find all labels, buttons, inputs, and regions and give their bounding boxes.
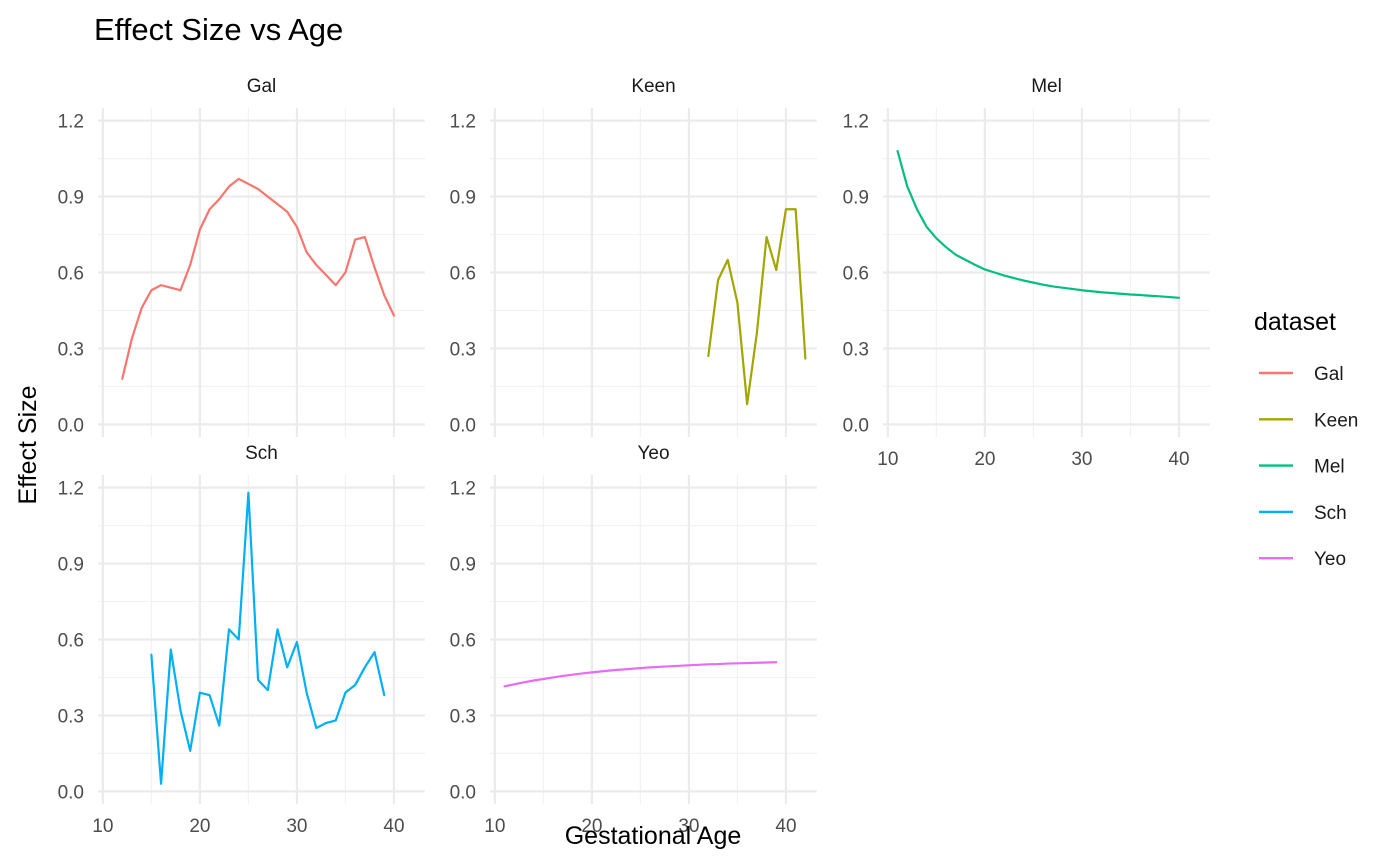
x-tick-label: 10: [484, 816, 505, 837]
facet-panels: Gal0.00.30.60.91.2Keen0.00.30.60.91.2Mel…: [58, 76, 1210, 837]
chart-title: Effect Size vs Age: [94, 12, 343, 47]
x-tick-label: 30: [1071, 449, 1092, 470]
panel-sch: Sch 0.0 0.3 0.6 0.9 1.2 10 20 30 40: [58, 443, 425, 837]
panel-yeo: Yeo 0.0 0.3 0.6 0.9 1.2 10 20 30 40: [450, 443, 817, 837]
y-tick-label: 0.6: [450, 264, 476, 285]
facet-strip-keen: Keen: [631, 76, 675, 97]
y-tick-label: 0.9: [843, 188, 869, 209]
legend-label-sch: Sch: [1314, 503, 1347, 524]
series-line-gal: [121, 177, 396, 380]
legend-label-gal: Gal: [1314, 364, 1344, 385]
legend-label-keen: Keen: [1314, 410, 1358, 431]
x-tick-label: 10: [92, 816, 113, 837]
x-tick-label: 40: [383, 816, 404, 837]
y-tick-label: 1.2: [58, 479, 84, 500]
y-tick-label: 0.6: [843, 264, 869, 285]
y-tick-label: 1.2: [843, 112, 869, 133]
legend-title: dataset: [1254, 308, 1336, 336]
y-tick-label: 0.9: [58, 555, 84, 576]
x-tick-label: 20: [189, 816, 210, 837]
x-tick-label: 40: [775, 816, 796, 837]
facet-strip-yeo: Yeo: [637, 443, 669, 464]
y-tick-label: 0.6: [58, 264, 84, 285]
y-tick-label: 1.2: [450, 479, 476, 500]
facet-strip-mel: Mel: [1031, 76, 1062, 97]
y-tick-label: 0.0: [58, 415, 84, 436]
panel-mel: Mel 0.0 0.3 0.6 0.9 1.2 10 20 30 40: [843, 76, 1210, 470]
y-tick-label: 0.6: [450, 631, 476, 652]
x-tick-label: 10: [877, 449, 898, 470]
y-tick-label: 0.0: [843, 415, 869, 436]
y-tick-label: 1.2: [58, 112, 84, 133]
series-line-mel: [896, 149, 1181, 299]
y-tick-label: 0.0: [58, 782, 84, 803]
y-tick-label: 0.0: [450, 782, 476, 803]
x-tick-label: 40: [1168, 449, 1189, 470]
facet-strip-sch: Sch: [245, 443, 278, 464]
y-tick-label: 0.3: [58, 706, 84, 727]
panel-gal: Gal 0.0 0.3 0.6 0.9 1.2: [58, 76, 425, 437]
series-line-yeo: [503, 661, 778, 688]
x-tick-label: 30: [678, 816, 699, 837]
y-tick-label: 0.3: [843, 339, 869, 360]
facet-strip-gal: Gal: [247, 76, 277, 97]
legend: dataset Gal Keen Mel Sch Yeo: [1254, 308, 1358, 570]
series-line-keen: [707, 208, 807, 406]
x-tick-label: 20: [581, 816, 602, 837]
y-axis-title: Effect Size: [14, 385, 42, 504]
y-tick-label: 0.9: [450, 555, 476, 576]
y-tick-label: 0.9: [58, 188, 84, 209]
x-axis-title: Gestational Age: [565, 822, 742, 850]
y-tick-label: 0.3: [450, 706, 476, 727]
legend-label-mel: Mel: [1314, 457, 1345, 478]
y-tick-label: 0.3: [58, 339, 84, 360]
y-tick-label: 0.0: [450, 415, 476, 436]
y-tick-label: 0.6: [58, 631, 84, 652]
y-tick-label: 0.9: [450, 188, 476, 209]
x-tick-label: 30: [286, 816, 307, 837]
legend-label-yeo: Yeo: [1314, 549, 1346, 570]
series-line-sch: [150, 491, 386, 785]
y-tick-label: 1.2: [450, 112, 476, 133]
x-tick-label: 20: [974, 449, 995, 470]
panel-keen: Keen 0.0 0.3 0.6 0.9 1.2: [450, 76, 817, 437]
y-tick-label: 0.3: [450, 339, 476, 360]
